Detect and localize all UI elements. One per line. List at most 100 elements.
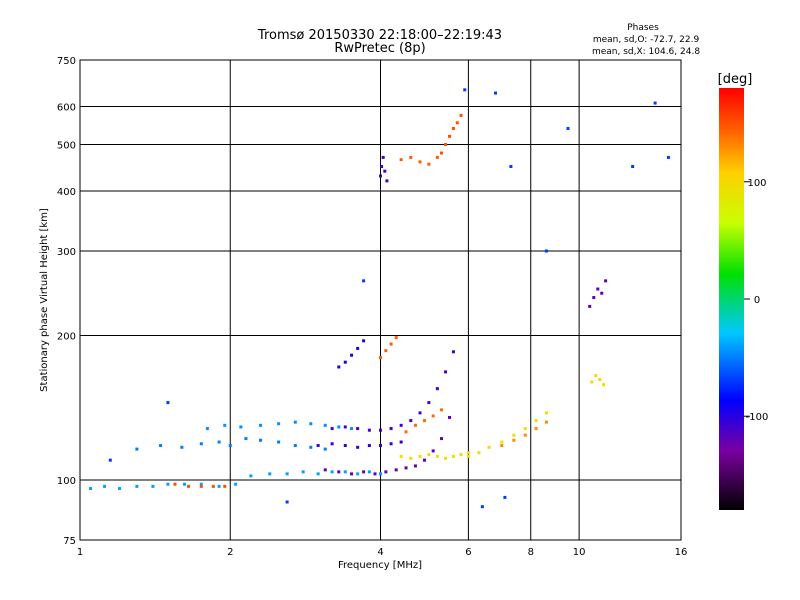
data-point — [500, 440, 504, 444]
data-point — [512, 438, 516, 442]
data-point — [277, 440, 281, 444]
data-point — [380, 164, 384, 168]
data-point — [466, 451, 470, 455]
y-axis-ticks: 75 100 200 300 400 500 600 750 — [57, 56, 76, 547]
data-point — [166, 482, 170, 486]
data-point — [301, 470, 305, 474]
data-point — [451, 126, 455, 130]
data-point — [404, 430, 408, 434]
data-point — [159, 444, 163, 448]
data-point — [356, 427, 360, 431]
data-point — [596, 287, 600, 291]
data-point — [487, 445, 491, 449]
data-point — [427, 162, 431, 166]
data-point — [293, 444, 297, 448]
data-point — [350, 353, 354, 357]
data-point — [367, 470, 371, 474]
colorbar-tick-label: 0 — [754, 295, 760, 306]
data-point — [367, 428, 371, 432]
data-point — [448, 415, 452, 419]
phase-stats-o: mean, sd,O: -72.7, 22.9 — [593, 35, 700, 45]
data-point — [199, 442, 203, 446]
data-point — [512, 433, 516, 437]
data-point — [383, 169, 387, 173]
x-tick-label: 4 — [377, 547, 383, 558]
x-tick-label: 2 — [227, 547, 233, 558]
data-points — [89, 88, 670, 509]
data-point — [356, 472, 360, 476]
y-tick-label: 500 — [57, 141, 76, 152]
data-point — [362, 470, 366, 474]
data-point — [451, 350, 455, 354]
data-point — [431, 414, 435, 418]
data-point — [343, 425, 347, 429]
data-point — [211, 484, 215, 488]
data-point — [356, 346, 360, 350]
data-point — [427, 453, 431, 457]
data-point — [523, 433, 527, 437]
data-point — [239, 425, 243, 429]
data-point — [268, 472, 272, 476]
data-point — [343, 470, 347, 474]
data-point — [244, 437, 248, 441]
data-point — [309, 445, 313, 449]
data-point — [631, 164, 635, 168]
data-point — [435, 155, 439, 159]
data-point — [435, 454, 439, 458]
data-point — [444, 143, 448, 147]
data-point — [480, 505, 484, 509]
y-tick-label: 600 — [57, 103, 76, 114]
data-point — [337, 365, 341, 369]
data-point — [413, 423, 417, 427]
data-point — [373, 472, 377, 476]
data-point — [413, 464, 417, 468]
data-point — [459, 113, 463, 117]
data-point — [534, 427, 538, 431]
data-point — [384, 470, 388, 474]
data-point — [409, 155, 413, 159]
data-point — [384, 349, 388, 353]
data-point — [118, 487, 122, 491]
data-point — [503, 495, 507, 499]
data-point — [173, 482, 177, 486]
data-point — [604, 279, 608, 283]
x-tick-label: 16 — [675, 547, 688, 558]
colorbar-label: [deg] — [718, 72, 753, 87]
data-point — [389, 427, 393, 431]
data-point — [588, 304, 592, 308]
data-point — [477, 451, 481, 455]
data-point — [330, 470, 334, 474]
data-point — [223, 423, 227, 427]
phase-stats-heading: Phases — [627, 23, 659, 33]
x-tick-label: 1 — [77, 547, 83, 558]
data-point — [89, 487, 93, 491]
data-point — [389, 442, 393, 446]
data-point — [166, 401, 170, 405]
data-point — [394, 468, 398, 472]
data-point — [323, 468, 327, 472]
data-point — [217, 440, 221, 444]
data-point — [379, 472, 382, 476]
data-point — [379, 444, 382, 448]
data-point — [199, 482, 203, 486]
data-point — [653, 101, 657, 105]
data-point — [379, 174, 382, 178]
data-point — [379, 355, 382, 359]
data-point — [399, 454, 403, 458]
data-point — [431, 449, 435, 453]
data-point — [422, 458, 426, 462]
data-point — [330, 427, 334, 431]
data-point — [337, 470, 341, 474]
data-point — [500, 444, 504, 448]
data-point — [180, 445, 184, 449]
data-point — [602, 383, 606, 387]
data-point — [404, 466, 408, 470]
data-point — [367, 444, 371, 448]
data-point — [187, 484, 191, 488]
y-tick-label: 300 — [57, 247, 76, 258]
data-point — [385, 179, 389, 183]
data-point — [356, 445, 360, 449]
data-point — [418, 160, 422, 164]
data-point — [135, 447, 139, 451]
